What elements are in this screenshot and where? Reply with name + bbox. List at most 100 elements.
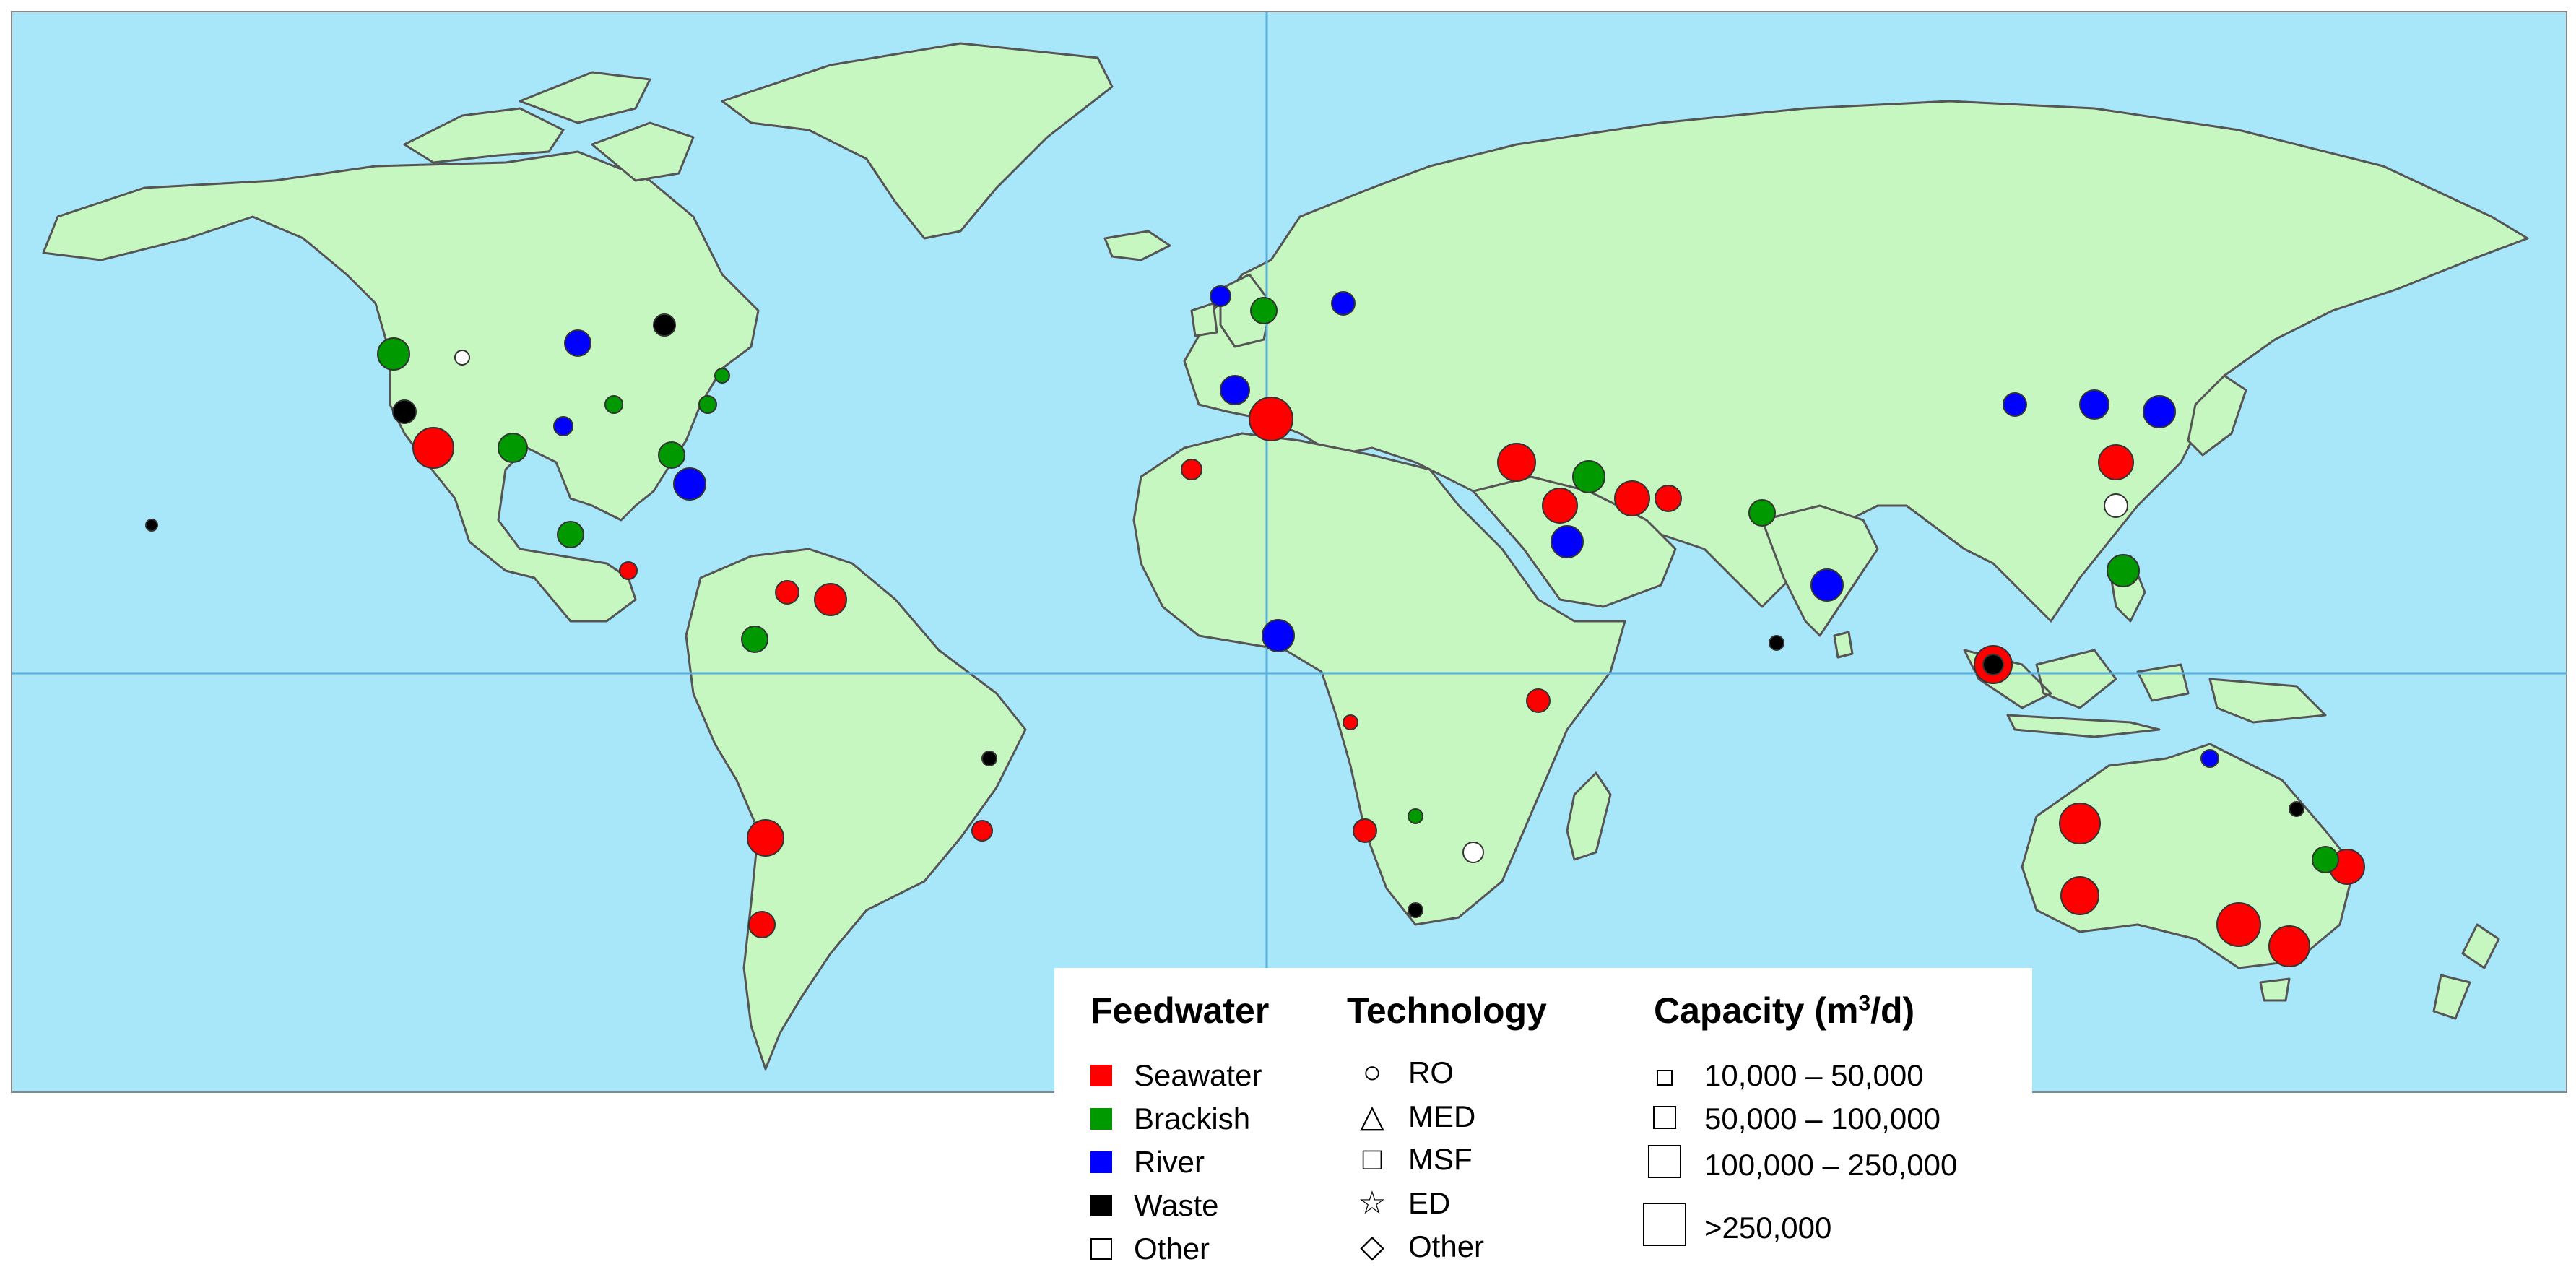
plant-marker [2143, 395, 2176, 428]
plant-marker [2200, 749, 2219, 768]
plant-marker [1572, 460, 1605, 493]
arctic-islands [403, 71, 695, 182]
legend-label: 50,000 – 100,000 [1704, 1102, 1940, 1136]
plant-marker [1408, 808, 1423, 824]
legend-technology-title: Technology [1347, 990, 1547, 1031]
legend-label: Brackish [1134, 1102, 1251, 1136]
plant-marker [553, 416, 573, 436]
square-icon: □ [1362, 1141, 1382, 1177]
legend-feedwater-title: Feedwater [1090, 990, 1270, 1031]
madagascar [1566, 771, 1612, 861]
plant-marker [1181, 459, 1202, 480]
legend-item-river: River [1090, 1145, 1205, 1180]
plant-marker [971, 820, 993, 842]
plant-marker [1250, 297, 1278, 324]
plant-marker [2216, 902, 2261, 947]
plant-marker [604, 395, 623, 414]
legend-label: >250,000 [1704, 1211, 1832, 1245]
plant-marker [2060, 876, 2099, 915]
plant-marker [673, 467, 706, 501]
legend-item-msf: □ MSF [1350, 1141, 1473, 1177]
plant-marker [1262, 619, 1295, 652]
waste-swatch [1090, 1195, 1112, 1216]
legend-label: 100,000 – 250,000 [1704, 1148, 1958, 1182]
sri-lanka [1833, 631, 1854, 659]
plant-marker [1526, 688, 1551, 713]
legend-capacity: Capacity (m3/d) [1654, 990, 1914, 1032]
plant-marker [392, 399, 417, 424]
plant-marker [1748, 499, 1776, 527]
plant-marker [2003, 392, 2027, 417]
plant-marker [1462, 842, 1484, 863]
new-zealand [2432, 923, 2500, 1020]
legend-item-brackish: Brackish [1090, 1102, 1250, 1136]
plant-marker [2289, 801, 2304, 817]
plant-marker [775, 580, 799, 605]
capacity-square-icon [1657, 1070, 1673, 1086]
plant-marker [814, 583, 847, 616]
legend-item-seawater: Seawater [1090, 1058, 1262, 1093]
plant-marker [1408, 902, 1423, 918]
plant-marker [498, 433, 528, 463]
plant-marker [1220, 375, 1250, 405]
plant-marker [2104, 493, 2128, 518]
legend-label: Seawater [1134, 1058, 1262, 1092]
legend-item-capacity-2: 50,000 – 100,000 [1639, 1102, 1940, 1136]
legend-item-capacity-3: 100,000 – 250,000 [1639, 1145, 1957, 1185]
plant-markers [145, 285, 2365, 967]
indonesia [1963, 649, 2327, 738]
plant-marker [1542, 488, 1578, 524]
greenland [721, 42, 1114, 240]
diamond-icon: ◇ [1360, 1229, 1384, 1264]
plant-marker [653, 313, 676, 337]
plant-marker [564, 329, 591, 357]
legend-label: MSF [1408, 1142, 1473, 1176]
circle-icon: ○ [1362, 1055, 1382, 1090]
plant-marker [698, 395, 717, 414]
plant-marker [1655, 485, 1682, 512]
plant-marker [412, 427, 454, 469]
plant-marker [2268, 925, 2310, 967]
plant-marker [619, 561, 638, 580]
plant-marker [1614, 480, 1650, 516]
plant-marker [714, 368, 730, 384]
legend-technology: Technology [1347, 990, 1547, 1032]
triangle-icon: △ [1360, 1099, 1384, 1134]
plant-marker [748, 911, 776, 938]
legend-label: River [1134, 1145, 1205, 1179]
plant-marker [2079, 389, 2109, 420]
plant-marker [1497, 443, 1536, 482]
plant-marker [377, 337, 410, 371]
plant-marker [454, 350, 470, 366]
capacity-square-icon [1648, 1145, 1681, 1178]
legend-label: RO [1408, 1055, 1454, 1089]
plant-marker [1331, 291, 1356, 316]
tasmania [2259, 977, 2291, 1002]
legend-label: ED [1408, 1185, 1451, 1220]
plant-marker [557, 521, 584, 548]
plant-marker [741, 626, 768, 653]
legend-item-other-feed: Other [1090, 1232, 1210, 1266]
iceland [1103, 230, 1171, 261]
plant-marker [981, 751, 997, 766]
legend-item-capacity-4: >250,000 [1639, 1203, 1831, 1253]
legend-item-waste: Waste [1090, 1188, 1218, 1223]
plant-marker [2312, 846, 2339, 873]
africa [1132, 432, 1626, 926]
legend-label: 10,000 – 50,000 [1704, 1058, 1924, 1092]
plant-marker [2098, 444, 2134, 480]
plant-marker [747, 819, 784, 857]
capacity-square-icon [1643, 1203, 1686, 1246]
plant-marker [1249, 397, 1293, 441]
brackish-swatch [1090, 1108, 1112, 1130]
plant-marker [1353, 818, 1377, 843]
legend-label: Waste [1134, 1188, 1219, 1222]
plant-marker [1210, 285, 1231, 307]
plant-marker [1769, 635, 1784, 651]
japan [2187, 374, 2247, 457]
legend-label: MED [1408, 1099, 1476, 1133]
legend-item-other-tech: ◇ Other [1350, 1228, 1484, 1265]
plant-marker [2107, 554, 2140, 587]
plant-marker [1810, 568, 1844, 602]
